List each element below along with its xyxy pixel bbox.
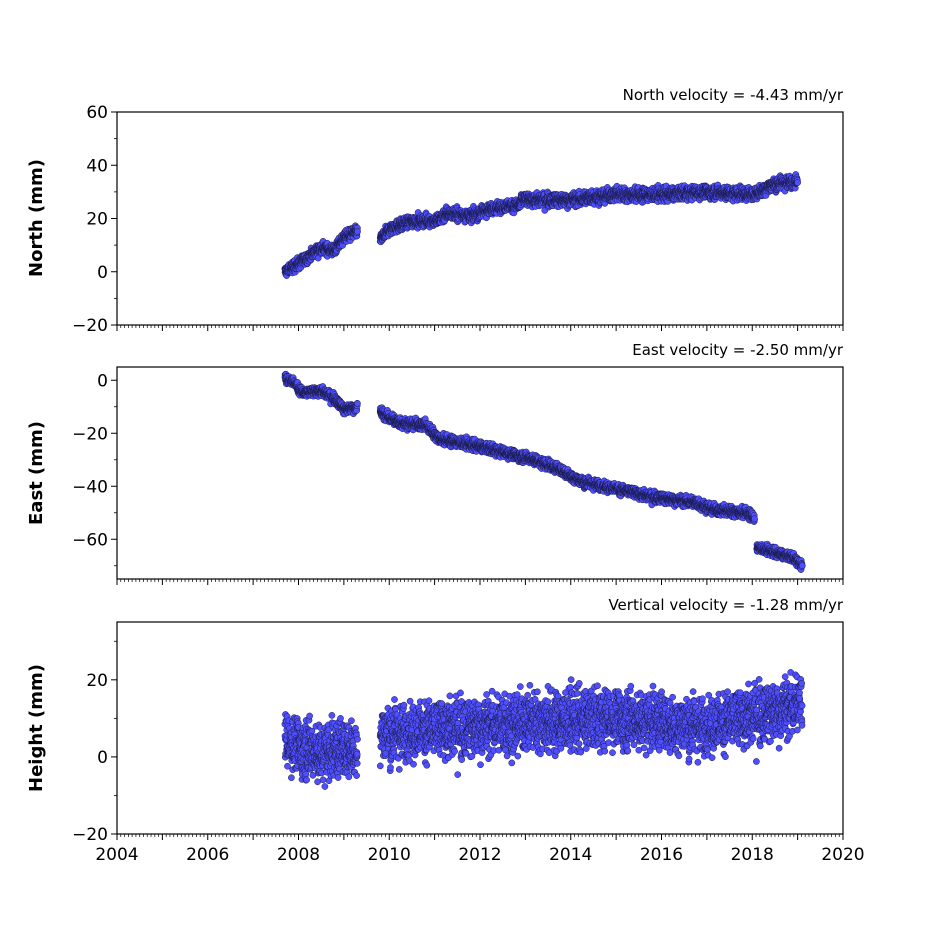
y-tick-label: −20 — [72, 316, 108, 336]
east-plot-area: −60−40−200 — [72, 366, 844, 585]
north-ylabel: North (mm) — [26, 159, 47, 277]
data-point — [354, 228, 361, 235]
data-points — [281, 370, 806, 573]
y-tick-label: 20 — [86, 210, 108, 230]
y-tick-label: 60 — [86, 103, 108, 123]
north-velocity-title: North velocity = -4.43 mm/yr — [623, 86, 844, 104]
data-points — [281, 171, 801, 279]
east-ylabel: East (mm) — [26, 421, 47, 525]
y-tick-label: 0 — [97, 263, 108, 283]
y-tick-label: 40 — [86, 156, 108, 176]
north-plot-area: −20 0 20 40 60 — [72, 103, 844, 336]
east-velocity-title: East velocity = -2.50 mm/yr — [632, 341, 844, 359]
data-point — [354, 400, 361, 407]
panel-north: North velocity = -4.43 mm/yr North (mm) … — [26, 86, 844, 336]
panel-east: East velocity = -2.50 mm/yr East (mm) −6… — [26, 341, 844, 585]
data-point — [794, 179, 801, 186]
